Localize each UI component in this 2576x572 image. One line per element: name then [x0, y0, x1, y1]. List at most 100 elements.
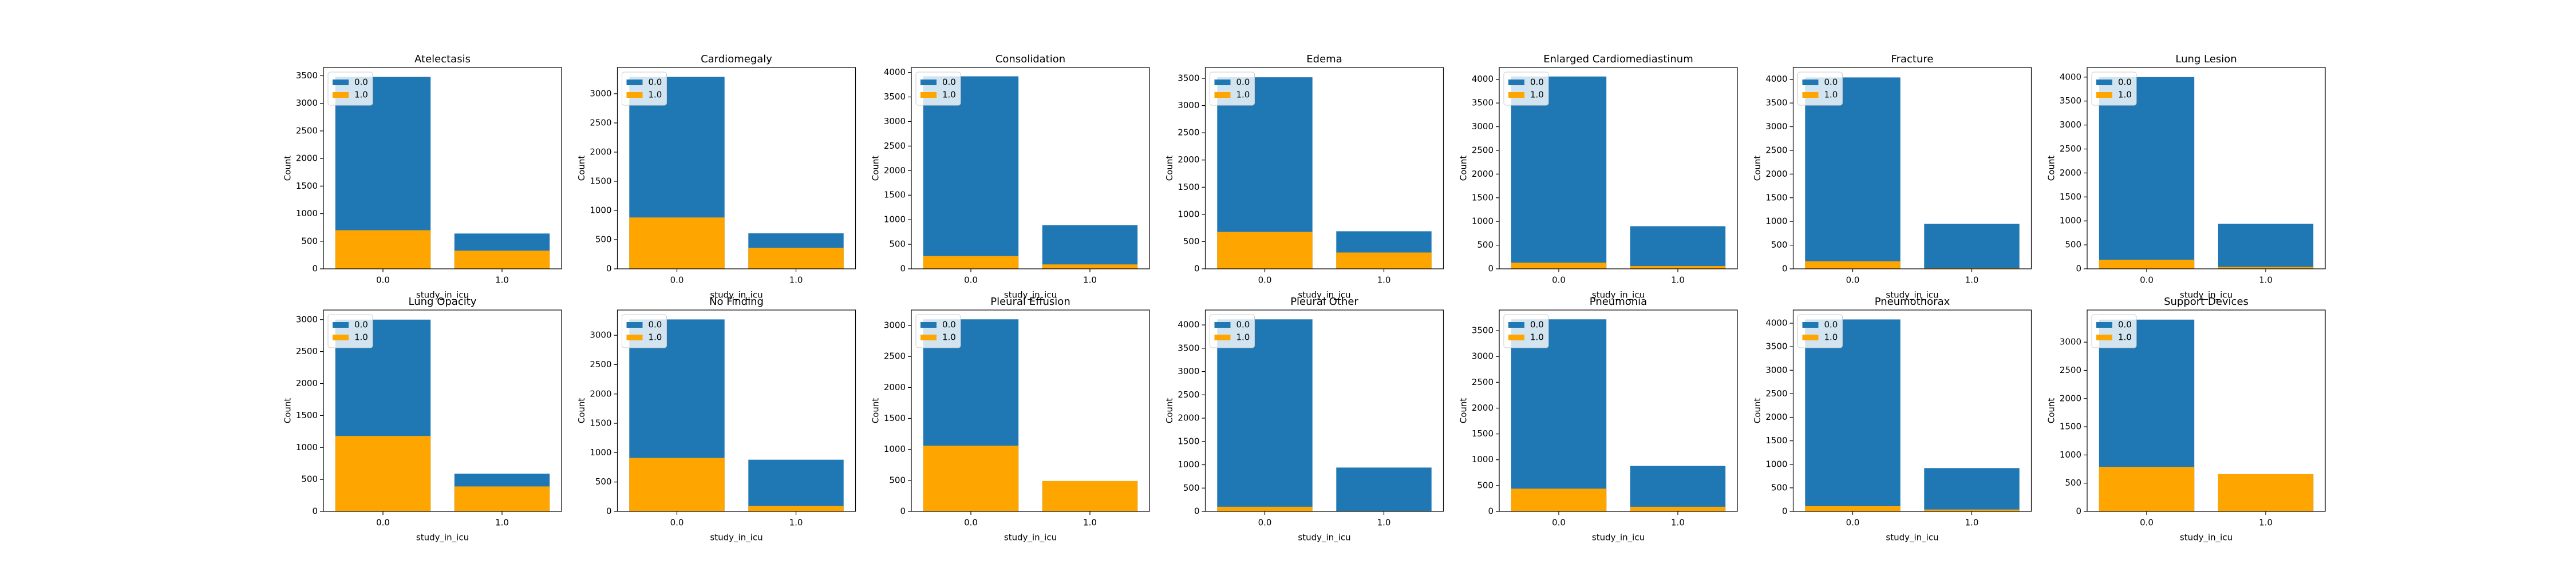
bar	[454, 486, 550, 511]
legend-swatch	[333, 80, 349, 85]
plot-frame	[1792, 309, 2032, 512]
y-tick-label: 2500	[2060, 144, 2081, 154]
y-tick-label: 2500	[1765, 145, 1787, 155]
legend-swatch	[333, 335, 349, 340]
y-tick-label: 1500	[1178, 182, 1199, 192]
y-tick-label: 1500	[296, 181, 318, 191]
bar	[2099, 260, 2195, 269]
y-tick-label: 500	[889, 239, 906, 249]
legend-label: 0.0	[942, 77, 956, 88]
subplot-title: No Finding	[709, 296, 764, 308]
plot-frame	[1792, 67, 2032, 269]
legend-swatch	[920, 322, 937, 328]
y-tick-label: 2500	[590, 117, 611, 128]
y-axis-label: Count	[871, 156, 881, 181]
y-tick-label: 3000	[1765, 365, 1787, 375]
bar	[2099, 467, 2195, 511]
x-tick-label: 1.0	[2259, 518, 2273, 528]
x-tick-label: 0.0	[1846, 518, 1860, 528]
subplot-title: Enlarged Cardiomediastinum	[1543, 53, 1693, 65]
legend-label: 0.0	[1236, 320, 1250, 330]
plot-frame	[2087, 67, 2326, 269]
y-tick-label: 1500	[1472, 428, 1494, 439]
bar	[1630, 266, 1726, 269]
subplot-title: Pneumonia	[1590, 296, 1647, 308]
plot-frame	[323, 67, 562, 269]
legend-swatch	[2096, 322, 2112, 328]
legend-swatch	[920, 335, 937, 340]
y-axis-label: Count	[1164, 398, 1175, 424]
bar	[629, 458, 725, 511]
x-tick-label: 0.0	[376, 275, 390, 285]
y-tick-label: 3000	[884, 116, 906, 126]
plot-frame	[1204, 67, 1444, 269]
x-tick-label: 0.0	[670, 275, 684, 285]
legend-label: 0.0	[942, 320, 956, 330]
x-tick-label: 0.0	[670, 518, 684, 528]
y-tick-label: 3000	[1472, 121, 1494, 132]
bar	[748, 506, 844, 511]
x-axis-label: study_in_icu	[2180, 533, 2233, 543]
legend-label: 0.0	[2118, 320, 2132, 330]
x-tick-label: 0.0	[2140, 275, 2154, 285]
legend-swatch	[333, 92, 349, 98]
legend-swatch	[1508, 335, 1524, 340]
legend-swatch	[2096, 92, 2112, 98]
x-axis-label: study_in_icu	[1004, 290, 1057, 301]
subplot-title: Cardiomegaly	[701, 53, 772, 65]
bar	[1630, 466, 1726, 511]
y-tick-label: 1000	[2060, 450, 2081, 460]
subplot-title: Consolidation	[995, 53, 1065, 65]
y-axis-label: Count	[871, 398, 881, 424]
bar	[1511, 76, 1607, 269]
y-tick-label: 1000	[1765, 216, 1787, 227]
x-axis-label: study_in_icu	[710, 533, 762, 543]
y-tick-label: 1500	[590, 418, 611, 428]
x-axis-label: study_in_icu	[710, 290, 762, 301]
y-tick-label: 3500	[296, 70, 318, 81]
y-tick-label: 1000	[1472, 454, 1494, 464]
legend-label: 0.0	[1530, 320, 1544, 330]
legend-label: 1.0	[1236, 332, 1250, 343]
x-tick-label: 1.0	[1671, 518, 1685, 528]
legend-label: 0.0	[649, 320, 662, 330]
x-axis-label: study_in_icu	[416, 533, 469, 543]
legend-swatch	[1508, 92, 1524, 98]
bar	[1511, 319, 1607, 511]
legend-swatch	[2096, 335, 2112, 340]
subplot-title: Fracture	[1891, 53, 1934, 65]
bar	[2099, 77, 2195, 269]
y-tick-label: 0	[1488, 264, 1494, 274]
y-axis-label: Count	[1164, 156, 1175, 181]
y-tick-label: 500	[1183, 236, 1200, 247]
bar	[1924, 224, 2020, 269]
y-tick-label: 500	[301, 236, 318, 246]
y-tick-label: 3500	[884, 92, 906, 102]
x-tick-label: 1.0	[789, 275, 803, 285]
y-tick-label: 500	[1477, 240, 1494, 250]
bar	[923, 446, 1019, 511]
y-tick-label: 3000	[2060, 337, 2081, 347]
legend-label: 0.0	[354, 320, 368, 330]
y-tick-label: 1500	[590, 176, 611, 186]
y-tick-label: 4000	[2060, 72, 2081, 82]
x-tick-label: 1.0	[1083, 518, 1097, 528]
bar	[1042, 225, 1138, 269]
legend-swatch	[626, 335, 643, 340]
y-tick-label: 500	[1183, 483, 1200, 493]
y-tick-label: 0	[2076, 506, 2081, 517]
bar	[1217, 506, 1313, 511]
x-tick-label: 1.0	[495, 275, 509, 285]
bar	[1336, 252, 1432, 269]
y-tick-label: 4000	[884, 67, 906, 77]
legend-swatch	[1214, 80, 1231, 85]
x-axis-label: study_in_icu	[1592, 533, 1645, 543]
plot-frame	[1204, 309, 1444, 512]
legend-label: 1.0	[354, 332, 368, 343]
bar	[1217, 319, 1313, 511]
x-tick-label: 1.0	[1377, 275, 1391, 285]
bar	[923, 256, 1019, 269]
legend-swatch	[1508, 322, 1524, 328]
bar	[1630, 226, 1726, 269]
bar	[748, 459, 844, 511]
